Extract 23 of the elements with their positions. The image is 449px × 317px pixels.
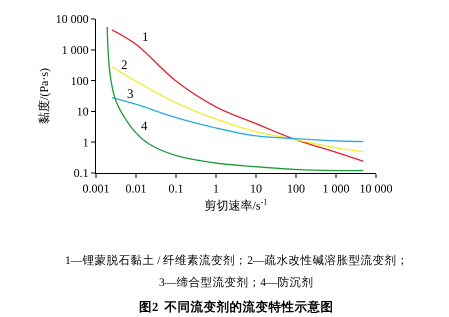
x-tick-label: 0.001 (82, 181, 110, 196)
y-tick-label: 1 (82, 135, 89, 150)
x-tick-label: 0.01 (126, 181, 146, 196)
series-label: 4 (141, 118, 148, 133)
x-tick-label: 100 (287, 181, 305, 196)
series-label: 1 (142, 29, 148, 44)
y-axis-title: 黏度/(Pa·s) (36, 68, 51, 124)
x-tick-label: 10 000 (360, 181, 392, 196)
series-label: 3 (127, 86, 134, 101)
y-tick-label: 10 (76, 104, 89, 119)
x-tick-label: 1 (213, 181, 219, 196)
y-tick-label: 10 000 (56, 12, 89, 26)
text: 图2 不同流变剂的流变特性示意图 (139, 299, 334, 314)
y-tick-label: 1 000 (62, 43, 89, 57)
y-tick-label: 0.1 (74, 166, 89, 180)
text: 3—缔合型流变剂；4—防沉剂 (159, 275, 314, 289)
x-axis-title: 剪切速率/s$^{-1}$ (204, 197, 268, 212)
x-tick-label: 10 (250, 181, 262, 196)
x-tick-label: 1 000 (322, 181, 350, 196)
series-label: 2 (121, 57, 128, 72)
text: 1—锂蒙脱石黏土 / 纤维素流变剂；2—疏水改性碱溶胀型流变剂； (65, 253, 408, 267)
x-tick-label: 0.1 (168, 181, 184, 196)
y-tick-label: 100 (70, 74, 89, 88)
